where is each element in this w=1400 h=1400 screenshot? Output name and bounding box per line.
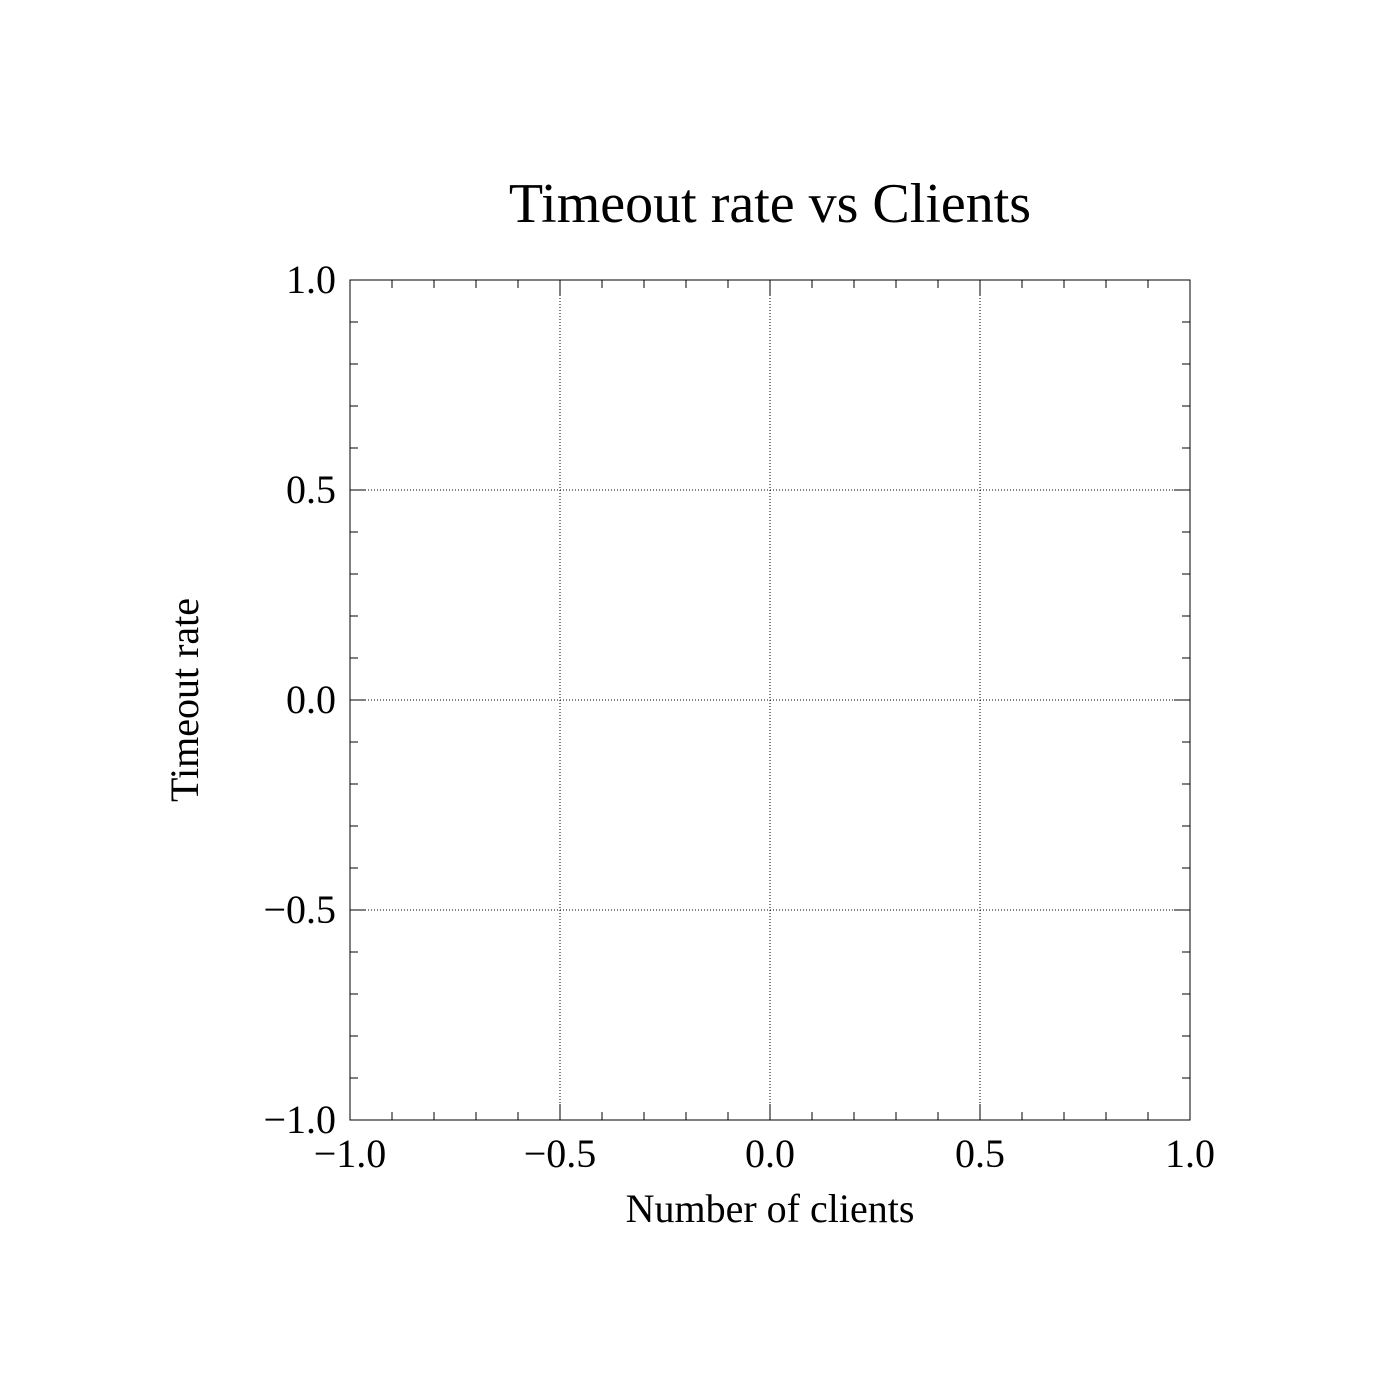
plot-frame [349,279,1191,1121]
y-tick-labels: −1.0 −0.5 0.0 0.5 1.0 [263,257,336,1142]
grid [350,280,1190,1120]
x-tick-label: −1.0 [314,1131,387,1176]
x-tick-label: −0.5 [524,1131,597,1176]
x-tick-labels: −1.0 −0.5 0.0 0.5 1.0 [314,1131,1215,1176]
x-axis-label: Number of clients [626,1186,915,1231]
x-tick-label: 1.0 [1165,1131,1215,1176]
y-tick-label: 1.0 [286,257,336,302]
x-tick-label: 0.0 [745,1131,795,1176]
y-tick-label: −0.5 [263,887,336,932]
x-tick-label: 0.5 [955,1131,1005,1176]
chart-title: Timeout rate vs Clients [509,173,1031,235]
y-axis-label: Timeout rate [162,598,207,802]
y-tick-label: −1.0 [263,1097,336,1142]
y-tick-label: 0.0 [286,677,336,722]
y-tick-label: 0.5 [286,467,336,512]
